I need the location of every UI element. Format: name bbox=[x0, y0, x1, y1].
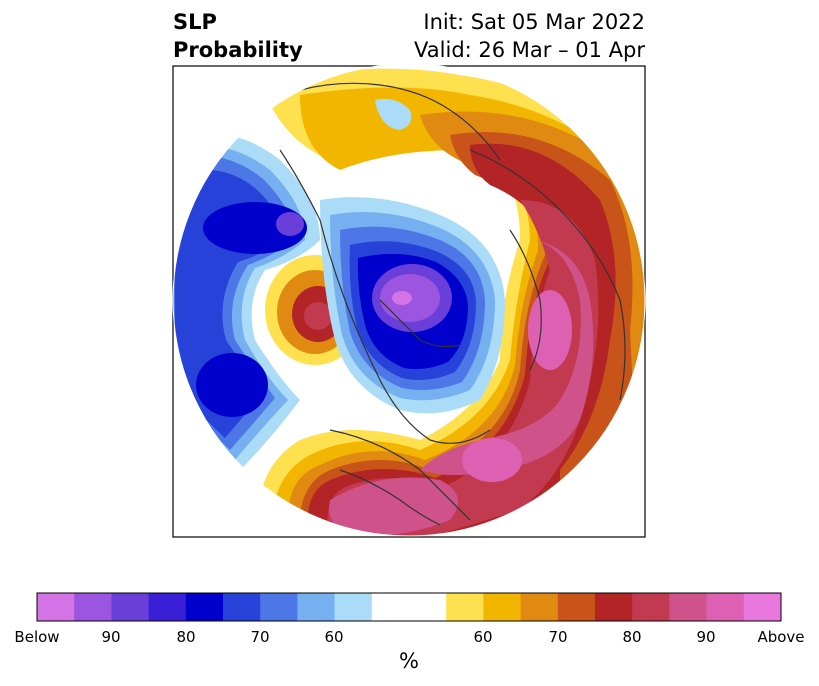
colorbar-tick-above-60: 60 bbox=[473, 628, 493, 646]
colorbar-tick-below-70: 70 bbox=[250, 628, 270, 646]
colorbar-swatch bbox=[37, 593, 75, 621]
init-date-text: Init: Sat 05 Mar 2022 bbox=[423, 10, 645, 34]
map-subtitle: Init: Sat 05 Mar 2022 Valid: 26 Mar – 01… bbox=[414, 8, 645, 64]
above-core-europe bbox=[528, 290, 572, 370]
below-greenland-pale bbox=[375, 98, 412, 130]
colorbar-tick-below-90: 90 bbox=[101, 628, 121, 646]
colorbar-swatch bbox=[483, 593, 522, 621]
disk-edge bbox=[172, 63, 646, 537]
above-alaska-crimson bbox=[304, 302, 332, 330]
coastlines bbox=[279, 82, 626, 526]
colorbar-tick-above-90: 90 bbox=[696, 628, 716, 646]
probability-field bbox=[173, 64, 645, 536]
colorbar-swatch bbox=[446, 593, 484, 621]
colorbar-swatch bbox=[148, 593, 187, 621]
above-region-pink bbox=[420, 240, 594, 475]
colorbar-swatch bbox=[557, 593, 596, 621]
above-core-atlantic bbox=[462, 438, 522, 482]
below-arctic-core bbox=[392, 291, 412, 305]
below-core-aleutian-inner bbox=[276, 212, 304, 236]
colorbar-swatch bbox=[371, 593, 410, 621]
colorbar-tick-above: Above bbox=[757, 628, 805, 646]
colorbar-swatches bbox=[37, 593, 782, 621]
colorbar-swatch bbox=[669, 593, 708, 621]
colorbar-tick-below: Below bbox=[14, 628, 60, 646]
colorbar-swatch bbox=[743, 593, 782, 621]
colorbar-tick-above-80: 80 bbox=[622, 628, 642, 646]
colorbar-swatch bbox=[260, 593, 298, 621]
valid-range-text: Valid: 26 Mar – 01 Apr bbox=[414, 38, 645, 62]
colorbar-tick-below-60: 60 bbox=[324, 628, 344, 646]
colorbar-swatch bbox=[632, 593, 670, 621]
title-line-1: SLP bbox=[173, 10, 217, 34]
title-line-2: Probability bbox=[173, 38, 303, 62]
below-core-pacific bbox=[196, 353, 268, 417]
colorbar-tick-above-70: 70 bbox=[548, 628, 568, 646]
colorbar-swatch bbox=[223, 593, 261, 621]
map-title: SLP Probability bbox=[173, 8, 303, 64]
colorbar-swatch bbox=[111, 593, 150, 621]
colorbar-swatch bbox=[74, 593, 112, 621]
colorbar-swatch bbox=[185, 593, 224, 621]
colorbar-unit-label: % bbox=[399, 649, 419, 673]
above-region-usa-pink bbox=[329, 477, 458, 536]
colorbar-tick-below-80: 80 bbox=[176, 628, 196, 646]
colorbar-swatch bbox=[409, 593, 447, 621]
colorbar-swatch bbox=[297, 593, 336, 621]
colorbar-swatch bbox=[334, 593, 373, 621]
colorbar-swatch bbox=[520, 593, 559, 621]
colorbar-outline bbox=[36, 592, 782, 622]
colorbar-swatch bbox=[595, 593, 633, 621]
colorbar-swatch bbox=[706, 593, 745, 621]
